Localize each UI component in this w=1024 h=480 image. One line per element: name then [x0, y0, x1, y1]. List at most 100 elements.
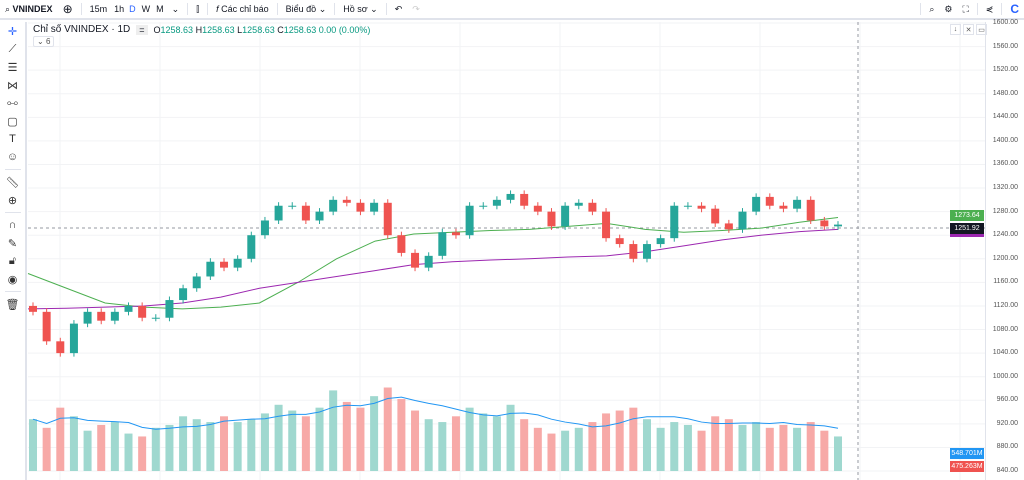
indicators-toggle[interactable]: ⌄ 6: [33, 36, 55, 47]
candle-body: [342, 199, 351, 203]
interval-1h[interactable]: 1h: [114, 4, 125, 14]
candle-body: [438, 232, 447, 256]
redo-icon[interactable]: ↷: [412, 3, 420, 14]
shape-icon[interactable]: ▢: [7, 115, 18, 128]
candle-body: [574, 202, 583, 206]
gear-icon[interactable]: ⚙: [944, 3, 953, 14]
fullscreen-icon[interactable]: ⛶: [962, 3, 969, 14]
quick-search-icon[interactable]: ⌕: [929, 3, 935, 14]
price-axis[interactable]: 1600.00 1560.00 1520.00 1480.00 1440.00 1400.…: [985, 19, 1024, 480]
candle-body: [615, 238, 624, 245]
candle-body: [765, 196, 774, 206]
price-tick: 1160.00: [993, 278, 1018, 286]
candle-body: [260, 220, 269, 236]
candle-body: [179, 288, 188, 301]
candle-body: [752, 196, 761, 212]
candle-body: [110, 311, 119, 321]
volume-bar: [97, 424, 106, 471]
crosshair-icon[interactable]: ✛: [7, 25, 18, 38]
volume-bar: [260, 413, 269, 471]
candle-body: [451, 232, 460, 236]
volume-bar: [342, 401, 351, 471]
volume-bar: [683, 424, 692, 471]
lock-icon[interactable]: 🔓︎: [8, 254, 17, 267]
magnet-icon[interactable]: ∩: [8, 219, 17, 231]
candle-body: [724, 223, 733, 230]
fib-icon[interactable]: ☰: [7, 61, 18, 74]
price-tick: 1600.00: [992, 19, 1018, 26]
volume-bar: [138, 436, 147, 471]
compare-button[interactable]: ⊕: [58, 0, 78, 18]
prediction-icon[interactable]: ⧟: [7, 96, 18, 109]
volume-bar: [274, 404, 283, 471]
volume-bar: [329, 390, 338, 471]
volume-bar: [752, 422, 761, 471]
profile-menu-button[interactable]: Hồ sơ ⌄: [343, 3, 378, 15]
volume-bar: [793, 427, 802, 471]
volume-bar: [424, 419, 433, 471]
volume-bar: [370, 396, 379, 471]
candle-body: [233, 258, 242, 268]
pattern-icon[interactable]: ⋈: [7, 79, 18, 92]
zoom-in-icon[interactable]: ⊕: [7, 194, 18, 207]
candle-body: [301, 205, 310, 221]
scroll-down-icon[interactable]: ↓: [950, 24, 961, 35]
candle-body: [779, 205, 788, 209]
candle-body: [165, 300, 174, 318]
candle-body: [397, 235, 406, 253]
ruler-icon[interactable]: 📏︎: [5, 176, 20, 189]
candle-body: [383, 202, 392, 236]
volume-label: 475.263M: [950, 461, 984, 472]
undo-icon[interactable]: ↶: [394, 3, 403, 14]
legend-ohlc: O1258.63 H1258.63 L1258.63 C1258.63 0.00…: [153, 24, 371, 35]
interval-d[interactable]: D: [129, 4, 136, 14]
volume-bar: [711, 416, 720, 471]
price-tick: 1560.00: [992, 42, 1018, 50]
candle-body: [683, 205, 692, 207]
candle-body: [602, 211, 611, 239]
candle-body: [56, 341, 65, 354]
candle-body: [274, 205, 283, 221]
candle-body: [629, 244, 638, 259]
volume-bar: [602, 413, 611, 471]
volume-bar: [83, 430, 92, 471]
interval-m[interactable]: M: [156, 4, 164, 14]
chevron-down-icon[interactable]: ⌄: [171, 3, 180, 14]
volume-bar: [397, 399, 406, 471]
volume-bar: [233, 422, 242, 471]
candle-body: [42, 311, 51, 342]
eye-icon[interactable]: ◉: [7, 273, 18, 286]
share-icon[interactable]: ⋞: [985, 3, 994, 14]
legend-menu-icon[interactable]: =: [136, 24, 148, 35]
price-tick: 1320.00: [992, 184, 1018, 192]
trash-icon[interactable]: 🗑︎: [5, 298, 20, 311]
candle-body: [656, 238, 665, 245]
candle-body: [206, 261, 215, 277]
ma-fast-line: [27, 217, 839, 310]
price-tick: 1520.00: [992, 66, 1018, 74]
volume-bar: [533, 427, 542, 471]
maximize-icon[interactable]: ▭: [976, 24, 987, 35]
price-tick: 1440.00: [992, 113, 1018, 121]
lock-drawing-icon[interactable]: ✎: [7, 237, 18, 250]
candle-body: [533, 205, 542, 212]
candle-body: [547, 211, 556, 227]
candle-body: [288, 205, 297, 207]
text-icon[interactable]: T: [9, 133, 16, 145]
candles-icon[interactable]: ⫿: [196, 3, 200, 14]
ma-price-label: 1273.64: [950, 210, 984, 221]
collapse-icon[interactable]: ✕: [963, 24, 974, 35]
price-tick: 1360.00: [992, 160, 1018, 168]
chart-menu-button[interactable]: Biểu đồ ⌄: [285, 3, 327, 15]
symbol-search[interactable]: ⌕ VNINDEX: [5, 3, 53, 15]
volume-bar: [288, 410, 297, 471]
volume-bar: [151, 427, 160, 471]
interval-15m[interactable]: 15m: [89, 4, 108, 14]
candle-body: [151, 317, 160, 319]
interval-w[interactable]: W: [141, 4, 151, 14]
trend-line-icon[interactable]: ⟋: [8, 42, 17, 55]
indicators-button[interactable]: f Các chỉ báo: [216, 4, 269, 14]
price-tick: 960.00: [996, 396, 1018, 404]
emoji-icon[interactable]: ☺: [6, 151, 19, 163]
